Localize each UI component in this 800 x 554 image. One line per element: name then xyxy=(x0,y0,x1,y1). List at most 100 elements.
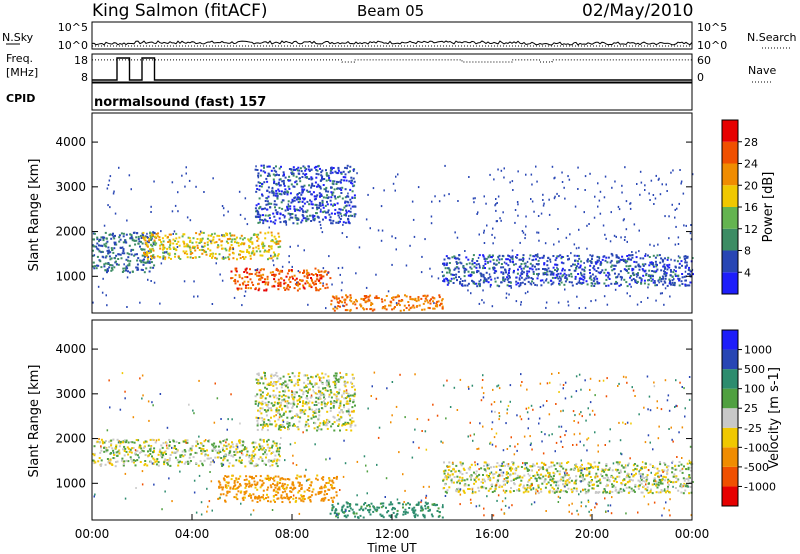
power-cell xyxy=(280,165,282,168)
power-cell xyxy=(501,254,504,257)
power-noise xyxy=(355,272,357,275)
power-cell xyxy=(559,272,562,275)
power-cell xyxy=(230,277,233,280)
power-cell xyxy=(627,265,630,268)
velocity-cell xyxy=(319,492,322,495)
power-noise xyxy=(130,250,132,253)
power-cell xyxy=(625,281,628,284)
power-cell xyxy=(315,172,318,175)
power-cell xyxy=(331,192,334,195)
velocity-cell xyxy=(298,497,301,500)
velocity-cell xyxy=(298,420,301,423)
velocity-cell xyxy=(144,463,147,465)
velocity-cell xyxy=(149,448,152,451)
power-cell xyxy=(342,170,345,173)
velocity-cell xyxy=(524,490,527,493)
velocity-cell xyxy=(267,446,270,449)
power-cell xyxy=(442,280,445,282)
power-noise xyxy=(652,194,655,196)
velocity-cell xyxy=(512,479,515,481)
power-noise xyxy=(588,223,590,225)
power-cell xyxy=(667,256,670,259)
power-cell xyxy=(96,236,99,239)
power-noise xyxy=(338,216,341,219)
power-cell xyxy=(182,233,185,236)
velocity-cell xyxy=(325,384,328,387)
velocity-cell xyxy=(242,444,244,447)
velocity-cell xyxy=(661,490,664,493)
power-cell xyxy=(256,274,259,277)
power-cell xyxy=(511,260,514,263)
power-noise xyxy=(162,257,164,260)
velocity-cell xyxy=(257,379,260,382)
power-cell xyxy=(347,171,350,174)
velocity-cell xyxy=(277,475,280,478)
velocity-cell xyxy=(218,481,221,484)
power-cell xyxy=(586,283,589,286)
velocity-cell xyxy=(333,382,336,385)
power-cell xyxy=(274,194,277,197)
power-cell xyxy=(272,191,275,194)
power-noise xyxy=(611,253,614,256)
velocity-cell xyxy=(344,385,347,388)
power-cell xyxy=(315,204,318,207)
power-cell xyxy=(278,206,281,209)
power-cell xyxy=(217,244,220,247)
power-cell xyxy=(652,265,655,268)
power-cell xyxy=(337,220,340,223)
power-cell xyxy=(411,298,414,301)
power-ytick-label: 1000 xyxy=(55,269,86,283)
power-cell xyxy=(654,256,657,259)
power-cell xyxy=(340,192,343,194)
power-noise xyxy=(583,277,586,280)
power-cell xyxy=(132,248,135,251)
power-cell xyxy=(296,222,299,225)
power-cell xyxy=(588,277,591,280)
power-cell xyxy=(142,231,145,234)
velocity-cell xyxy=(585,468,588,471)
power-noise xyxy=(679,169,681,171)
velocity-cell xyxy=(286,383,289,386)
power-cell xyxy=(226,234,229,237)
power-noise xyxy=(227,210,229,213)
velocity-cell xyxy=(328,477,331,480)
velocity-cell xyxy=(283,496,286,499)
power-noise xyxy=(502,211,504,214)
power-cell xyxy=(273,275,276,278)
power-cell xyxy=(306,277,309,279)
power-cell xyxy=(295,284,298,286)
power-noise xyxy=(114,212,117,215)
velocity-cell xyxy=(119,442,122,445)
power-noise xyxy=(173,230,176,233)
power-cell xyxy=(185,245,188,248)
power-cell xyxy=(647,279,649,282)
velocity-cell xyxy=(249,459,252,462)
velocity-cell xyxy=(273,404,276,407)
power-cell xyxy=(400,300,403,303)
power-noise xyxy=(622,219,625,222)
power-cell xyxy=(641,263,644,266)
velocity-cell xyxy=(284,490,287,493)
power-noise xyxy=(674,243,677,246)
velocity-cell xyxy=(264,450,267,453)
velocity-cell xyxy=(481,478,484,481)
power-cell xyxy=(304,173,307,176)
power-cell xyxy=(302,205,305,208)
velocity-cell xyxy=(349,507,352,510)
velocity-cell xyxy=(284,405,286,407)
velocity-cell xyxy=(241,459,243,462)
power-cell xyxy=(277,232,280,235)
power-noise xyxy=(578,280,581,282)
velocity-cell xyxy=(285,404,288,407)
power-noise xyxy=(640,301,642,303)
velocity-cell xyxy=(426,502,429,505)
power-cell xyxy=(323,271,326,274)
power-cell xyxy=(674,266,677,269)
power-cell xyxy=(332,180,335,183)
power-cell xyxy=(259,269,262,272)
velocity-cell xyxy=(265,410,268,413)
power-cell xyxy=(130,248,133,251)
velocity-cell xyxy=(252,446,255,449)
velocity-cell xyxy=(100,438,103,441)
power-cell xyxy=(292,174,295,177)
